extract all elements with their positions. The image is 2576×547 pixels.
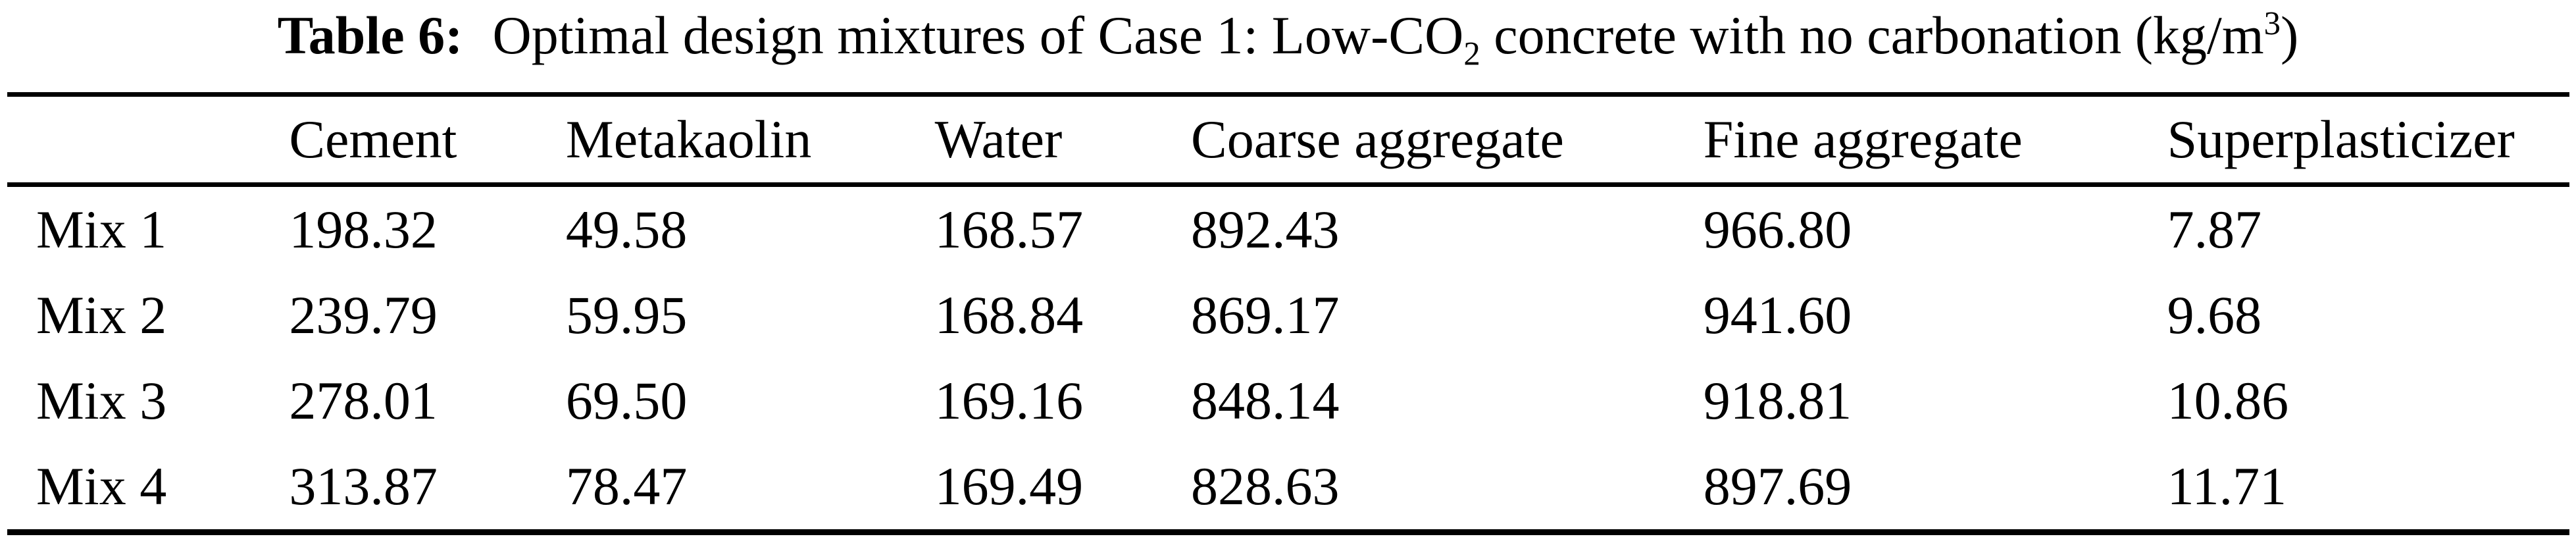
cell-fine-aggregate: 897.69 <box>1703 456 1852 516</box>
cell-coarse-aggregate: 869.17 <box>1191 285 1340 345</box>
cell-cement: 239.79 <box>289 285 438 345</box>
cell-coarse-aggregate: 828.63 <box>1191 456 1340 516</box>
cell-superplasticizer: 11.71 <box>2167 456 2287 516</box>
cell-water: 168.57 <box>934 199 1084 259</box>
header-cell-water: Water <box>934 94 1191 187</box>
cell-superplasticizer: 10.86 <box>2167 371 2289 430</box>
row-label: Mix 4 <box>36 456 167 516</box>
cell-superplasticizer: 9.68 <box>2167 285 2262 345</box>
cell-superplasticizer: 7.87 <box>2167 199 2262 259</box>
table-row: Mix 3 278.01 69.50 169.16 848.14 918.81 … <box>7 358 2569 444</box>
caption-text-before-sub: Optimal design mixtures of Case 1: Low-C… <box>492 5 1464 65</box>
header-cell-superplasticizer: Superplasticizer <box>2167 94 2569 187</box>
cell-cement: 313.87 <box>289 456 438 516</box>
table-row: Mix 4 313.87 78.47 169.49 828.63 897.69 … <box>7 444 2569 533</box>
header-cell-blank <box>7 94 290 187</box>
cell-cement: 278.01 <box>289 371 438 430</box>
row-label: Mix 3 <box>36 371 167 430</box>
cell-metakaolin: 78.47 <box>565 456 688 516</box>
mixtures-table: Cement Metakaolin Water Coarse aggregate… <box>7 92 2569 535</box>
header-cell-coarse-aggregate: Coarse aggregate <box>1191 94 1704 187</box>
cell-water: 169.49 <box>934 456 1084 516</box>
row-label: Mix 1 <box>36 199 167 259</box>
cell-cement: 198.32 <box>289 199 438 259</box>
cell-water: 169.16 <box>934 371 1084 430</box>
caption-superscript: 3 <box>2263 5 2281 42</box>
table-row: Mix 1 198.32 49.58 168.57 892.43 966.80 … <box>7 185 2569 273</box>
header-row: Cement Metakaolin Water Coarse aggregate… <box>7 94 2569 187</box>
table-caption: Table 6: Optimal design mixtures of Case … <box>0 0 2576 92</box>
table-row: Mix 2 239.79 59.95 168.84 869.17 941.60 … <box>7 273 2569 358</box>
cell-metakaolin: 69.50 <box>565 371 688 430</box>
cell-coarse-aggregate: 848.14 <box>1191 371 1340 430</box>
header-cell-cement: Cement <box>289 94 566 187</box>
caption-text-mid: concrete with no carbonation (kg/m <box>1480 5 2264 65</box>
header-cell-fine-aggregate: Fine aggregate <box>1703 94 2167 187</box>
header-cell-metakaolin: Metakaolin <box>565 94 935 187</box>
row-label: Mix 2 <box>36 285 167 345</box>
cell-fine-aggregate: 918.81 <box>1703 371 1852 430</box>
cell-metakaolin: 49.58 <box>565 199 688 259</box>
cell-metakaolin: 59.95 <box>565 285 688 345</box>
cell-fine-aggregate: 966.80 <box>1703 199 1852 259</box>
caption-text-end: ) <box>2281 5 2299 65</box>
cell-water: 168.84 <box>934 285 1084 345</box>
cell-coarse-aggregate: 892.43 <box>1191 199 1340 259</box>
caption-subscript: 2 <box>1463 35 1480 72</box>
cell-fine-aggregate: 941.60 <box>1703 285 1852 345</box>
caption-label: Table 6: <box>277 5 463 65</box>
